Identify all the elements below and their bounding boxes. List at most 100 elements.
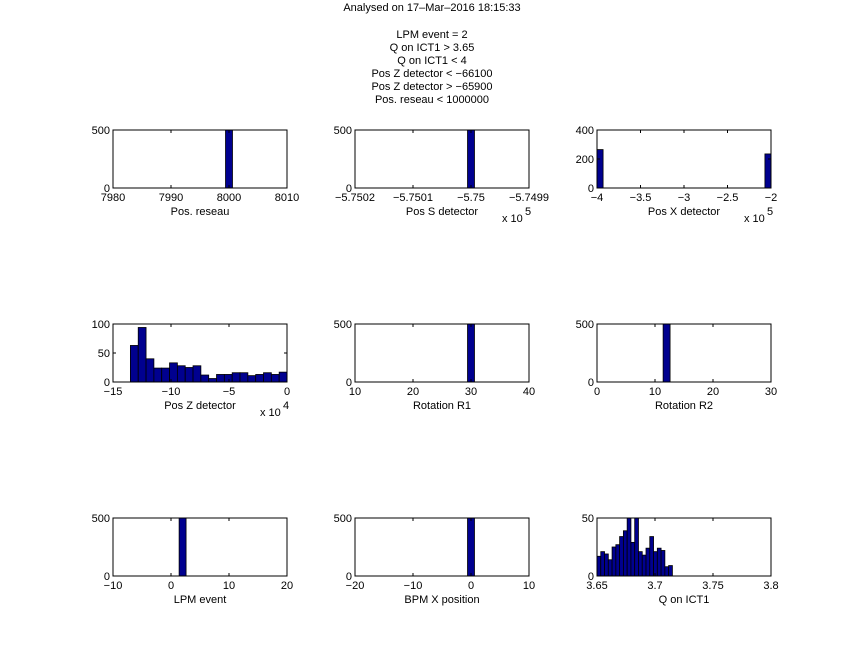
axes-box: [112, 129, 288, 189]
histogram-bar: [653, 551, 658, 577]
histogram-bar: [604, 553, 609, 577]
histogram-bar: [184, 367, 194, 383]
x-axis-label: BPM X position: [404, 594, 479, 606]
x-tick-label: 0: [168, 580, 174, 592]
title-line-q-lower: Q on ICT1 > 3.65: [390, 42, 475, 54]
x-axis-label: Rotation R1: [413, 400, 471, 412]
x-tick-label: 3.8: [763, 580, 778, 592]
plot-area: [355, 324, 529, 382]
plot-area: [597, 130, 771, 188]
histogram-bar: [270, 374, 280, 383]
histogram-bar: [153, 367, 163, 383]
x-tick-label: 3.65: [586, 580, 607, 592]
histogram-bar: [161, 367, 170, 383]
x-tick-label: 0: [284, 386, 290, 398]
axes-box: [596, 517, 772, 577]
axis-exponent-label: x 10: [744, 213, 765, 225]
histogram-bar: [467, 323, 475, 383]
histogram-bar: [668, 565, 673, 577]
histogram-bar: [638, 551, 643, 577]
y-tick-label: 0: [104, 183, 110, 195]
x-tick-label: 10: [649, 386, 661, 398]
histogram-bar: [664, 566, 670, 577]
histogram-bar: [223, 374, 233, 383]
x-tick-label: 8000: [217, 192, 241, 204]
histogram-bar: [619, 536, 624, 577]
histogram-bar: [225, 129, 233, 189]
x-tick-label: 20: [707, 386, 719, 398]
x-tick-label: −10: [104, 580, 123, 592]
histogram-bar: [649, 536, 654, 577]
y-tick-label: 0: [346, 377, 352, 389]
histogram-bar: [600, 551, 605, 577]
histogram-bar: [137, 327, 147, 383]
x-tick-label: −2: [765, 192, 778, 204]
x-tick-label: −5.7501: [393, 192, 433, 204]
x-tick-label: −3: [678, 192, 691, 204]
x-tick-label: −4: [591, 192, 604, 204]
title-line-pos-reseau: Pos. reseau < 1000000: [375, 94, 489, 106]
y-tick-label: 500: [334, 513, 352, 525]
y-tick-label: 0: [104, 571, 110, 583]
histogram-bar: [176, 365, 186, 383]
histogram-panel: −4 −3.5 −3 −2.5 −2 0 200 400 Pos X detector x 105: [576, 125, 778, 225]
y-tick-label: 0: [588, 571, 594, 583]
title-line-analysed: Analysed on 17–Mar–2016 18:15:33: [343, 2, 520, 14]
y-tick-label: 500: [334, 125, 352, 137]
histogram-bar: [255, 374, 264, 383]
y-tick-label: 0: [588, 377, 594, 389]
x-tick-label: 8010: [275, 192, 299, 204]
histogram-bar: [630, 541, 636, 577]
axes-box: [354, 323, 530, 383]
y-tick-label: 500: [576, 319, 594, 331]
histogram-bar: [239, 372, 249, 383]
x-tick-label: 3.7: [647, 580, 662, 592]
axis-exponent-label: x 10: [502, 213, 523, 225]
axis-exponent-power: 4: [283, 400, 289, 412]
histogram-bar: [216, 374, 225, 383]
histogram-panel: −20 −10 0 10 0 500 BPM X position: [334, 513, 535, 606]
title-line-posz-upper: Pos Z detector < −66100: [371, 68, 492, 80]
x-tick-label: 10: [223, 580, 235, 592]
plot-area: [355, 518, 529, 576]
histogram-bar: [596, 555, 602, 577]
y-tick-label: 0: [104, 377, 110, 389]
x-axis-label: LPM event: [174, 594, 227, 606]
title-line-posz-lower: Pos Z detector > −65900: [371, 81, 492, 93]
histogram-panel: 3.65 3.7 3.75 3.8 0 50 Q on ICT1: [582, 513, 779, 606]
histogram-bar: [129, 345, 139, 383]
x-tick-label: −10: [404, 580, 423, 592]
x-axis-label: Rotation R2: [655, 400, 713, 412]
y-tick-label: 50: [98, 348, 110, 360]
histogram-bar: [660, 550, 666, 577]
x-tick-label: 20: [407, 386, 419, 398]
histogram-bar: [467, 517, 475, 577]
histogram-bar: [615, 544, 621, 577]
histogram-bar: [278, 371, 288, 383]
x-tick-label: 0: [594, 386, 600, 398]
histogram-bar: [607, 559, 613, 577]
x-tick-label: 40: [523, 386, 535, 398]
histogram-bar: [247, 375, 257, 383]
x-tick-label: −3.5: [630, 192, 652, 204]
plot-area: [597, 324, 771, 382]
x-tick-label: 20: [281, 580, 293, 592]
histogram-bar: [263, 372, 272, 383]
histogram-bar: [178, 517, 187, 577]
histogram-panel: −5.7502 −5.7501 −5.75 −5.7499 0 500 Pos S dete…: [334, 125, 549, 225]
x-axis-label: Q on ICT1: [659, 594, 710, 606]
y-tick-label: 0: [346, 571, 352, 583]
histogram-bar: [200, 374, 210, 383]
x-tick-label: 30: [465, 386, 477, 398]
histogram-bar: [145, 358, 155, 383]
x-tick-label: −20: [346, 580, 365, 592]
histogram-bar: [231, 372, 241, 383]
histogram-bar: [662, 323, 671, 383]
histogram-panel: 0 10 20 30 0 500 Rotation R2: [576, 319, 777, 412]
x-tick-label: −5: [223, 386, 236, 398]
histogram-bar: [641, 554, 647, 577]
x-tick-label: 10: [349, 386, 361, 398]
